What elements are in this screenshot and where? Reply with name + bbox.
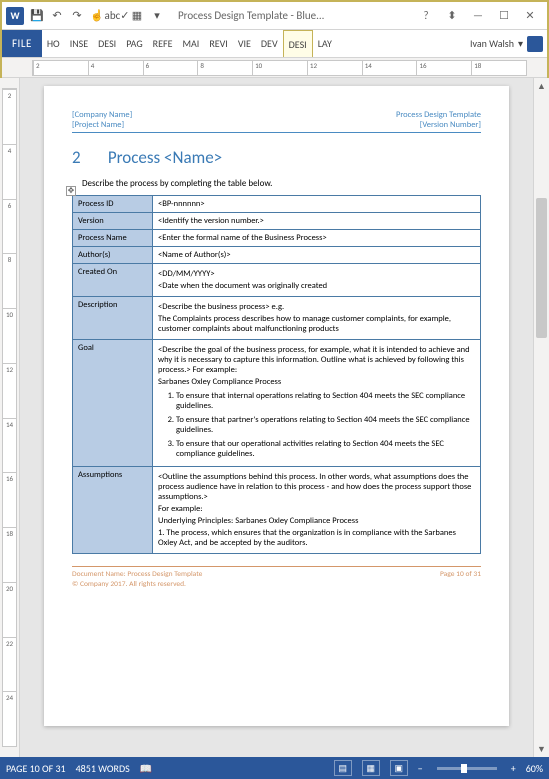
header-project: [Project Name] [72, 120, 132, 130]
ribbon-tab-revi[interactable]: REVI [204, 30, 233, 57]
ribbon-tab-mai[interactable]: MAI [177, 30, 204, 57]
goal-list: To ensure that internal operations relat… [176, 391, 475, 459]
undo-button[interactable]: ↶ [48, 7, 66, 25]
cell-value[interactable]: <BP-nnnnnn> [153, 196, 481, 213]
status-page[interactable]: PAGE 10 OF 31 [6, 762, 66, 775]
table-move-handle-icon[interactable]: ✥ [66, 186, 76, 196]
cell-label[interactable]: Description [73, 297, 153, 340]
cell-value[interactable]: <Enter the formal name of the Business P… [153, 230, 481, 247]
redo-button[interactable]: ↷ [68, 7, 86, 25]
table-row: Description <Describe the business proce… [73, 297, 481, 340]
ribbon-tab-vie[interactable]: VIE [233, 30, 256, 57]
document-page[interactable]: [Company Name] [Project Name] Process De… [44, 86, 509, 726]
user-account[interactable]: Ivan Walsh ▾ [466, 30, 547, 57]
ribbon-tab-desi[interactable]: DESI [283, 30, 313, 57]
footer-docname: Document Name: Process Design Template [72, 570, 202, 579]
document-area: 24681012141618202224 [Company Name] [Pro… [0, 78, 549, 757]
ribbon-tabs: FILE HOINSEDESIPAGREFEMAIREVIVIEDEVDESIL… [2, 30, 547, 58]
header-version: [Version Number] [396, 120, 481, 130]
table-row: Created On <DD/MM/YYYY> <Date when the d… [73, 264, 481, 297]
title-bar: W 💾 ↶ ↷ ☝ abc✓ ▦ ▾ Process Design Templa… [2, 2, 547, 30]
cell-label[interactable]: Goal [73, 340, 153, 467]
table-row: Goal <Describe the goal of the business … [73, 340, 481, 467]
table-row: Version <Identify the version number.> [73, 213, 481, 230]
ribbon-tab-inse[interactable]: INSE [65, 30, 93, 57]
cell-label[interactable]: Author(s) [73, 247, 153, 264]
zoom-slider[interactable] [437, 767, 497, 770]
vertical-scrollbar[interactable]: ▲ ▼ [533, 78, 549, 757]
ribbon-tab-pag[interactable]: PAG [121, 30, 147, 57]
minimize-button[interactable]: — [465, 6, 491, 26]
help-button[interactable]: ? [413, 6, 439, 26]
table-row: Process Name <Enter the formal name of t… [73, 230, 481, 247]
table-row: Assumptions <Outline the assumptions beh… [73, 467, 481, 554]
file-tab[interactable]: FILE [2, 30, 42, 57]
page-viewport[interactable]: [Company Name] [Project Name] Process De… [20, 78, 533, 757]
page-footer: Document Name: Process Design Template ©… [72, 566, 481, 589]
word-app-icon: W [6, 7, 24, 25]
scroll-down-button[interactable]: ▼ [534, 741, 549, 757]
user-avatar-icon [527, 36, 543, 52]
spellcheck-button[interactable]: abc✓ [108, 7, 126, 25]
maximize-button[interactable]: ☐ [491, 6, 517, 26]
cell-value[interactable]: <Describe the business process> e.g. The… [153, 297, 481, 340]
cell-label[interactable]: Process ID [73, 196, 153, 213]
cell-value[interactable]: <Outline the assumptions behind this pro… [153, 467, 481, 554]
scroll-thumb[interactable] [536, 198, 547, 338]
cell-value[interactable]: <DD/MM/YYYY> <Date when the document was… [153, 264, 481, 297]
view-read-button[interactable]: ▤ [334, 760, 352, 776]
close-button[interactable]: ✕ [517, 6, 543, 26]
view-web-button[interactable]: ▣ [390, 760, 408, 776]
process-table[interactable]: Process ID <BP-nnnnnn> Version <Identify… [72, 195, 481, 554]
new-doc-button[interactable]: ▦ [128, 7, 146, 25]
ribbon-tab-ho[interactable]: HO [42, 30, 65, 57]
vertical-ruler[interactable]: 24681012141618202224 [0, 78, 20, 757]
goal-item: To ensure that partner's operations rela… [176, 415, 475, 435]
footer-copyright: © Company 2017. All rights reserved. [72, 580, 202, 589]
cell-value[interactable]: <Describe the goal of the business proce… [153, 340, 481, 467]
zoom-knob[interactable] [461, 764, 467, 773]
section-number: 2 [72, 147, 104, 168]
intro-text[interactable]: ✥ Describe the process by completing the… [72, 178, 481, 189]
footer-pagenum: Page 10 of 31 [440, 570, 481, 589]
header-company: [Company Name] [72, 110, 132, 120]
goal-item: To ensure that our operational activitie… [176, 439, 475, 459]
user-name: Ivan Walsh [470, 37, 514, 50]
ribbon-options-button[interactable]: ⬍ [439, 6, 465, 26]
quick-access-toolbar: 💾 ↶ ↷ ☝ abc✓ ▦ ▾ [28, 7, 166, 25]
save-button[interactable]: 💾 [28, 7, 46, 25]
ribbon-tab-dev[interactable]: DEV [256, 30, 283, 57]
section-heading[interactable]: 2 Process <Name> [72, 147, 481, 168]
cell-label[interactable]: Process Name [73, 230, 153, 247]
scroll-up-button[interactable]: ▲ [534, 78, 549, 94]
cell-label[interactable]: Assumptions [73, 467, 153, 554]
zoom-in-button[interactable]: + [511, 762, 516, 775]
window-controls: ? ⬍ — ☐ ✕ [413, 6, 543, 26]
zoom-out-button[interactable]: − [418, 762, 423, 775]
table-row: Process ID <BP-nnnnnn> [73, 196, 481, 213]
window-title: Process Design Template - Blue... [174, 9, 413, 22]
touch-mode-button[interactable]: ☝ [88, 7, 106, 25]
cell-value[interactable]: <Name of Author(s)> [153, 247, 481, 264]
table-row: Author(s) <Name of Author(s)> [73, 247, 481, 264]
qat-dropdown[interactable]: ▾ [148, 7, 166, 25]
cell-label[interactable]: Version [73, 213, 153, 230]
zoom-level[interactable]: 60% [526, 762, 543, 775]
header-template: Process Design Template [396, 110, 481, 120]
cell-label[interactable]: Created On [73, 264, 153, 297]
ribbon-tab-lay[interactable]: LAY [313, 30, 337, 57]
cell-value[interactable]: <Identify the version number.> [153, 213, 481, 230]
section-title: Process <Name> [108, 147, 222, 168]
horizontal-ruler[interactable]: 24681012141618 [2, 58, 547, 78]
goal-item: To ensure that internal operations relat… [176, 391, 475, 411]
status-proofing-icon[interactable]: 📖 [140, 762, 152, 775]
ribbon-tab-refe[interactable]: REFE [148, 30, 178, 57]
status-wordcount[interactable]: 4851 WORDS [76, 762, 130, 775]
ribbon-tab-desi[interactable]: DESI [93, 30, 121, 57]
page-header: [Company Name] [Project Name] Process De… [72, 110, 481, 133]
status-bar: PAGE 10 OF 31 4851 WORDS 📖 ▤ ▦ ▣ − + 60% [0, 757, 549, 779]
view-print-button[interactable]: ▦ [362, 760, 380, 776]
